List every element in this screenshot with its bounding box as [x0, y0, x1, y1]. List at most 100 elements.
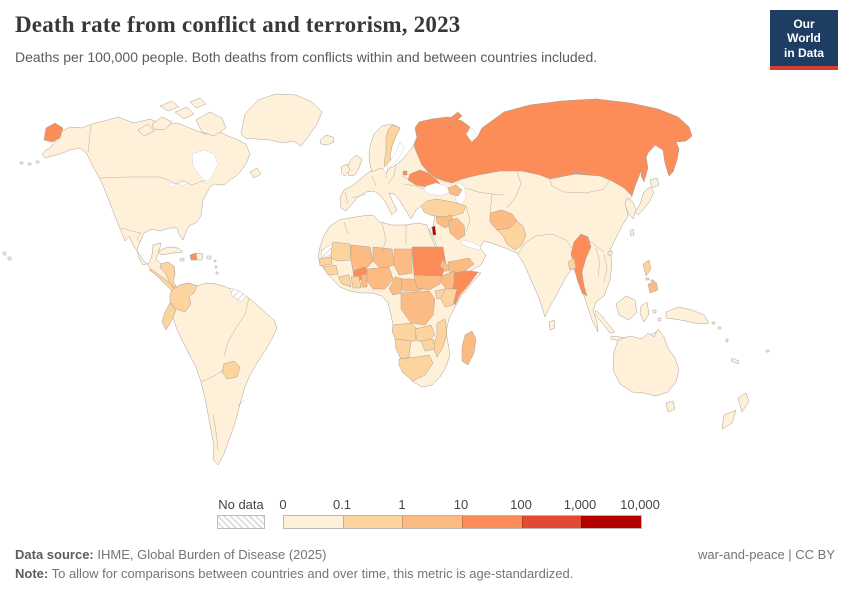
footer-source-label: Data source:	[15, 547, 94, 562]
country-taiwan[interactable]	[629, 228, 635, 237]
country-mauritania[interactable]	[330, 241, 352, 262]
country-vanuatu[interactable]	[725, 338, 729, 343]
country-namibia[interactable]	[394, 338, 412, 360]
legend-bin-1[interactable]	[342, 516, 403, 528]
country-zimbabwe[interactable]	[420, 338, 436, 352]
page-title: Death rate from conflict and terrorism, …	[15, 12, 461, 37]
country-iceland[interactable]	[319, 134, 335, 146]
country-guyanas[interactable]	[229, 287, 247, 303]
country-japan[interactable]	[634, 186, 655, 216]
country-turkey[interactable]	[420, 198, 467, 218]
country-somalia[interactable]	[450, 270, 479, 306]
country-united-kingdom[interactable]	[346, 154, 363, 177]
legend-bin-3[interactable]	[462, 516, 522, 528]
country-palestine[interactable]	[431, 225, 437, 236]
country-south-sudan[interactable]	[413, 274, 443, 291]
great-lakes-west	[167, 182, 177, 188]
country-sulawesi[interactable]	[639, 301, 650, 323]
country-new-zealand-south[interactable]	[721, 409, 737, 430]
country-puerto-rico[interactable]	[206, 255, 212, 260]
country-novaya-zemlya[interactable]	[443, 111, 463, 131]
country-dr-congo[interactable]	[400, 290, 436, 326]
footer-note-value: To allow for comparisons between countri…	[48, 566, 574, 581]
footer-source-value[interactable]: IHME, Global Burden of Disease (2025)	[93, 547, 327, 562]
country-ecuador[interactable]	[161, 302, 177, 331]
country-hainan[interactable]	[607, 250, 613, 256]
page-subtitle: Deaths per 100,000 people. Both deaths f…	[15, 49, 598, 65]
legend-tick: 100	[510, 497, 532, 512]
country-sakhalin[interactable]	[640, 155, 649, 183]
country-newfoundland[interactable]	[249, 167, 262, 179]
country-aleutian-islands[interactable]	[19, 160, 40, 166]
owid-logo[interactable]: Our World in Data	[770, 10, 838, 71]
country-sri-lanka[interactable]	[548, 319, 556, 331]
country-new-caledonia[interactable]	[730, 357, 740, 365]
footer-license[interactable]: war-and-peace | CC BY	[697, 547, 835, 562]
country-ivory-coast[interactable]	[337, 274, 352, 288]
legend-nodata-swatch[interactable]	[217, 515, 265, 529]
footer-note: Note: To allow for comparisons between c…	[15, 566, 573, 581]
country-mozambique[interactable]	[432, 318, 448, 358]
country-borneo[interactable]	[615, 295, 638, 321]
country-iraq[interactable]	[447, 217, 466, 241]
country-eritrea[interactable]	[439, 259, 451, 273]
country-new-guinea[interactable]	[665, 306, 710, 325]
country-ghana[interactable]	[350, 275, 362, 289]
country-kaliningrad[interactable]	[402, 170, 408, 176]
country-moluccas[interactable]	[652, 309, 662, 322]
country-greenland[interactable]	[240, 93, 323, 147]
sa-borders	[200, 297, 250, 451]
country-madagascar[interactable]	[461, 330, 477, 366]
country-new-zealand-north[interactable]	[737, 392, 750, 413]
footer-note-label: Note:	[15, 566, 49, 581]
owid-logo-line2: in Data	[783, 45, 824, 60]
country-fiji[interactable]	[765, 349, 770, 353]
owid-logo-line1: Our World	[787, 17, 821, 46]
country-hawaii[interactable]	[2, 251, 12, 261]
country-zambia[interactable]	[414, 324, 436, 342]
legend-bin-5[interactable]	[581, 516, 642, 528]
country-dominican-republic[interactable]	[195, 252, 204, 261]
country-lesser-antilles[interactable]	[213, 259, 219, 275]
country-nigeria[interactable]	[366, 266, 394, 290]
country-north-america[interactable]	[41, 116, 251, 293]
country-solomon-islands[interactable]	[711, 321, 722, 330]
country-australia[interactable]	[612, 328, 680, 397]
country-chad[interactable]	[393, 248, 413, 276]
country-paraguay[interactable]	[221, 360, 241, 380]
footer-source: Data source: IHME, Global Burden of Dise…	[15, 547, 326, 562]
country-canadian-arctic-islands[interactable]	[137, 97, 227, 137]
country-guinea[interactable]	[322, 264, 339, 276]
baltic-sea	[382, 141, 405, 174]
country-tasmania[interactable]	[665, 400, 676, 413]
country-caucasus[interactable]	[447, 184, 463, 197]
country-philippines-mindanao[interactable]	[647, 281, 659, 294]
country-philippines-visayas[interactable]	[645, 277, 655, 283]
country-hokkaido[interactable]	[649, 177, 660, 189]
sea-of-okhotsk	[648, 147, 664, 162]
country-yemen[interactable]	[447, 257, 475, 275]
country-togo-benin[interactable]	[360, 273, 368, 288]
country-senegal[interactable]	[318, 256, 333, 267]
country-ireland[interactable]	[340, 163, 351, 177]
world-choropleth-map	[0, 84, 850, 490]
country-kenya[interactable]	[440, 288, 458, 308]
great-lakes	[176, 180, 188, 186]
legend-bin-2[interactable]	[402, 516, 463, 528]
legend-tick: 10	[453, 497, 469, 512]
country-chukotka-russia[interactable]	[43, 122, 64, 143]
country-philippines-luzon[interactable]	[642, 259, 652, 277]
country-pakistan[interactable]	[496, 220, 527, 251]
country-cuba[interactable]	[157, 246, 184, 256]
persian-gulf	[460, 239, 482, 251]
legend-bin-4[interactable]	[521, 516, 582, 528]
country-korea[interactable]	[624, 197, 637, 220]
country-colombia[interactable]	[169, 282, 198, 313]
legend-bin-0[interactable]	[284, 516, 343, 528]
country-angola[interactable]	[391, 322, 418, 342]
white-sea	[465, 127, 477, 143]
country-south-africa[interactable]	[398, 354, 434, 382]
country-bangladesh[interactable]	[567, 257, 577, 271]
country-sumatra[interactable]	[594, 309, 616, 334]
country-jamaica[interactable]	[179, 257, 185, 262]
